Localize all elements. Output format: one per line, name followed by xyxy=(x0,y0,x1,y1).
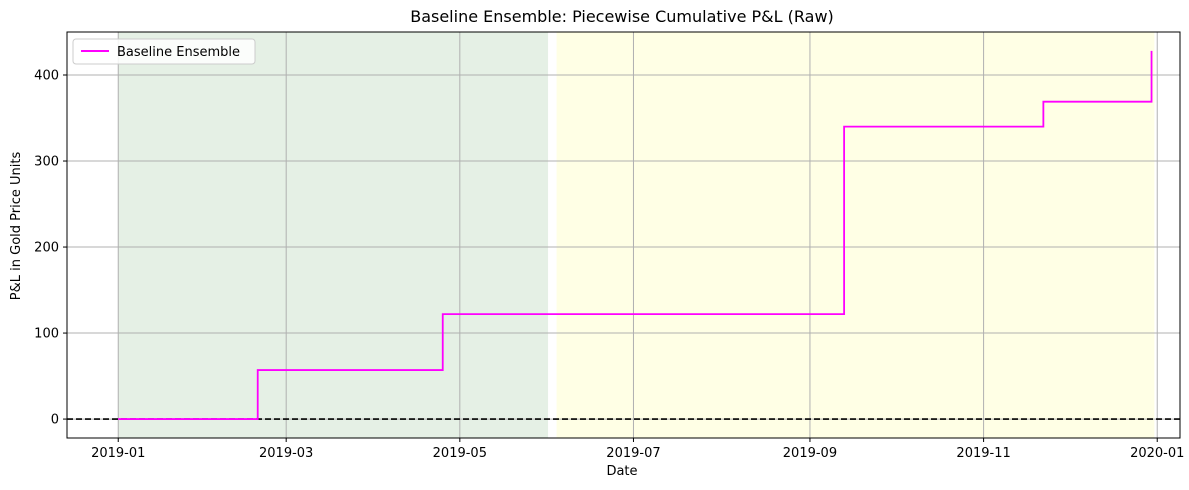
x-tick-label: 2020-01 xyxy=(1130,446,1184,461)
shaded-regions xyxy=(118,32,1155,438)
x-tick-label: 2019-03 xyxy=(259,446,313,461)
grid xyxy=(67,32,1180,438)
chart-title: Baseline Ensemble: Piecewise Cumulative … xyxy=(410,7,834,26)
y-axis-label: P&L in Gold Price Units xyxy=(9,152,24,301)
x-axis-label: Date xyxy=(606,464,637,479)
y-ticks: 0 100 200 300 400 xyxy=(34,69,67,428)
x-tick-label: 2019-11 xyxy=(956,446,1010,461)
y-tick-label: 400 xyxy=(34,69,59,84)
shaded-region-1 xyxy=(556,32,1155,438)
series-layer xyxy=(118,50,1153,420)
x-tick-label: 2019-01 xyxy=(91,446,145,461)
y-tick-label: 200 xyxy=(34,241,59,256)
y-tick-label: 0 xyxy=(51,413,59,428)
plot-frame xyxy=(66,31,1181,439)
legend-box xyxy=(72,38,256,65)
shaded-region-0 xyxy=(118,32,549,438)
x-tick-label: 2019-05 xyxy=(433,446,487,461)
series-line-baseline-ensemble xyxy=(118,50,1153,420)
x-ticks: 2019-01 2019-03 2019-05 2019-07 2019-09 2019-… xyxy=(91,438,1184,461)
x-tick-label: 2019-07 xyxy=(606,446,660,461)
x-tick-label: 2019-09 xyxy=(783,446,837,461)
y-tick-label: 300 xyxy=(34,155,59,170)
legend-label: Baseline Ensemble xyxy=(117,45,240,60)
y-tick-label: 100 xyxy=(34,327,59,342)
legend: Baseline Ensemble xyxy=(72,38,256,65)
